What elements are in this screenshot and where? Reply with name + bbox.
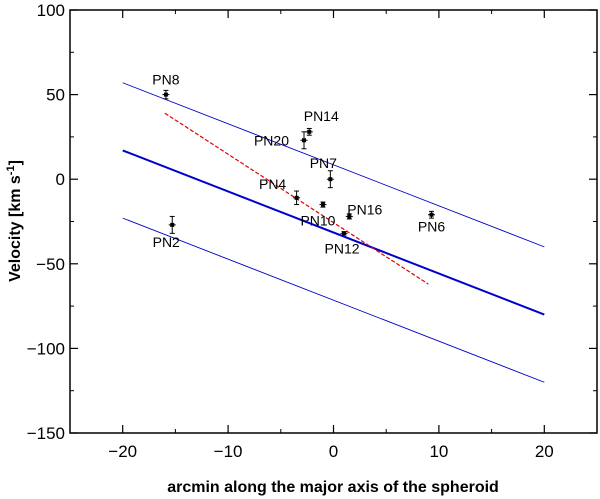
x-axis-title: arcmin along the major axis of the spher…	[167, 479, 499, 496]
label-pn16: PN16	[347, 201, 382, 217]
label-pn14: PN14	[304, 108, 339, 124]
point-marker	[347, 214, 352, 219]
point-marker	[163, 92, 168, 97]
data-point-pn7	[326, 170, 334, 189]
y-tick-label: −150	[27, 424, 65, 443]
point-marker	[429, 212, 434, 217]
point-marker	[342, 231, 347, 236]
point-marker	[307, 129, 312, 134]
y-tick-label: 0	[56, 170, 65, 189]
y-axis-title-sup: -1	[5, 165, 17, 175]
data-point-pn4	[293, 190, 301, 206]
data-points	[162, 89, 436, 236]
x-tick-label: −10	[214, 442, 243, 461]
label-pn6: PN6	[418, 219, 445, 235]
label-pn20: PN20	[254, 132, 289, 148]
label-pn2: PN2	[153, 234, 180, 250]
y-tick-label: −100	[27, 339, 65, 358]
data-point-pn8	[162, 89, 170, 100]
data-point-pn16	[345, 213, 353, 220]
data-point-pn2	[168, 215, 176, 234]
data-point-pn20	[300, 131, 308, 150]
x-tick-label: −20	[108, 442, 137, 461]
y-tick-label: −50	[36, 255, 65, 274]
label-pn12: PN12	[325, 240, 360, 256]
y-tick-label: 50	[46, 86, 65, 105]
label-pn8: PN8	[152, 72, 179, 88]
point-labels: PN8 PN14 PN20 PN7 PN4 PN16 PN10 PN12 PN6 PN2	[152, 72, 445, 257]
point-marker	[328, 177, 333, 182]
x-tick-label: 10	[429, 442, 448, 461]
x-tick-label: 20	[535, 442, 554, 461]
fit-lines	[122, 82, 545, 383]
point-marker	[294, 195, 299, 200]
y-axis-title: Velocity [km s-1]	[5, 160, 24, 282]
data-point-pn12	[340, 231, 348, 236]
main-fit-line	[122, 149, 545, 316]
data-point-pn10	[319, 201, 327, 208]
point-marker	[320, 202, 325, 207]
point-marker	[170, 222, 175, 227]
point-marker	[301, 138, 306, 143]
y-axis-title-close: ]	[7, 160, 24, 165]
upper-bound-line	[122, 82, 545, 248]
label-pn4: PN4	[259, 176, 286, 192]
y-axis-title-main: Velocity [km s	[7, 175, 24, 282]
label-pn7: PN7	[310, 155, 337, 171]
data-point-pn6	[428, 210, 436, 219]
y-tick-label: 100	[37, 1, 65, 20]
data-point-pn14	[305, 127, 313, 136]
lower-bound-line	[122, 217, 545, 383]
label-pn10: PN10	[300, 213, 335, 229]
x-tick-label: 0	[329, 442, 338, 461]
